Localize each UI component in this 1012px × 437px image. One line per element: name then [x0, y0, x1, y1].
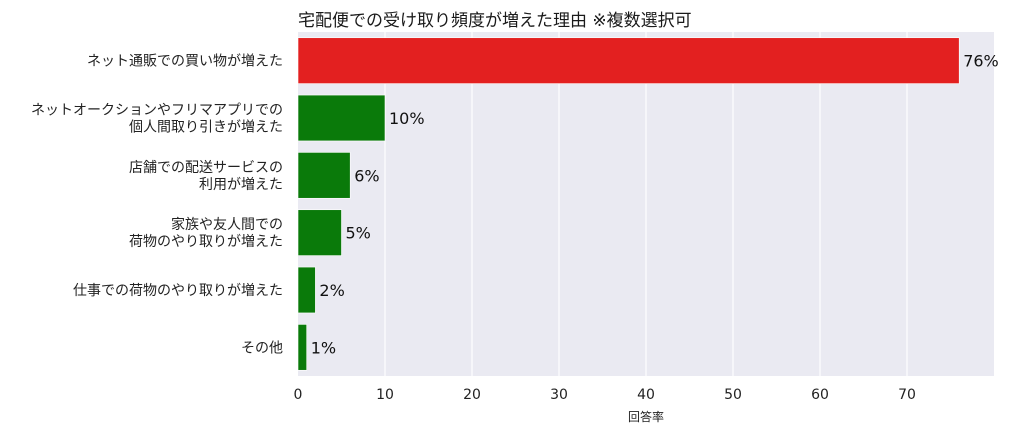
x-tick-label: 10 — [376, 387, 394, 403]
bar — [297, 37, 960, 84]
x-tick-label: 70 — [898, 387, 916, 403]
data-label: 5% — [346, 224, 371, 243]
bar — [297, 266, 316, 314]
x-tick-label: 40 — [637, 387, 655, 403]
category-label: ネット通販での買い物が増えた — [87, 54, 283, 70]
bar — [297, 324, 307, 371]
data-labels: 76% 10% 6% 5% 2% 1% — [311, 52, 999, 358]
bar — [297, 152, 351, 199]
grid-lines — [384, 32, 908, 376]
data-label: 76% — [963, 52, 999, 71]
x-axis-title: 回答率 — [628, 409, 664, 424]
x-tick-label: 60 — [811, 387, 829, 403]
x-tick-label: 0 — [294, 387, 303, 403]
data-label: 6% — [354, 166, 379, 185]
category-label: 仕事での荷物のやり取りが増えた — [73, 283, 283, 299]
category-label: 家族や友人間での荷物のやり取りが増えた — [129, 216, 283, 250]
x-tick-label: 50 — [724, 387, 742, 403]
data-label: 2% — [319, 281, 344, 300]
x-tick-label: 20 — [463, 387, 481, 403]
category-label: ネットオークションやフリマアプリでの個人間取り引きが増えた — [31, 103, 283, 136]
x-tick-label: 30 — [550, 387, 568, 403]
category-label: その他 — [241, 340, 283, 356]
bar — [297, 209, 342, 256]
bars — [297, 37, 960, 371]
chart-title: 宅配便での受け取り頻度が増えた理由 ※複数選択可 — [298, 11, 692, 31]
data-label: 10% — [389, 109, 425, 128]
x-tick-labels: 0 10 20 30 40 50 60 70 — [294, 387, 916, 403]
bar — [297, 94, 386, 142]
data-label: 1% — [311, 338, 336, 357]
category-label: 店舗での配送サービスの利用が増えた — [129, 160, 283, 193]
category-labels: ネット通販での買い物が増えたネットオークションやフリマアプリでの個人間取り引きが… — [31, 54, 283, 357]
